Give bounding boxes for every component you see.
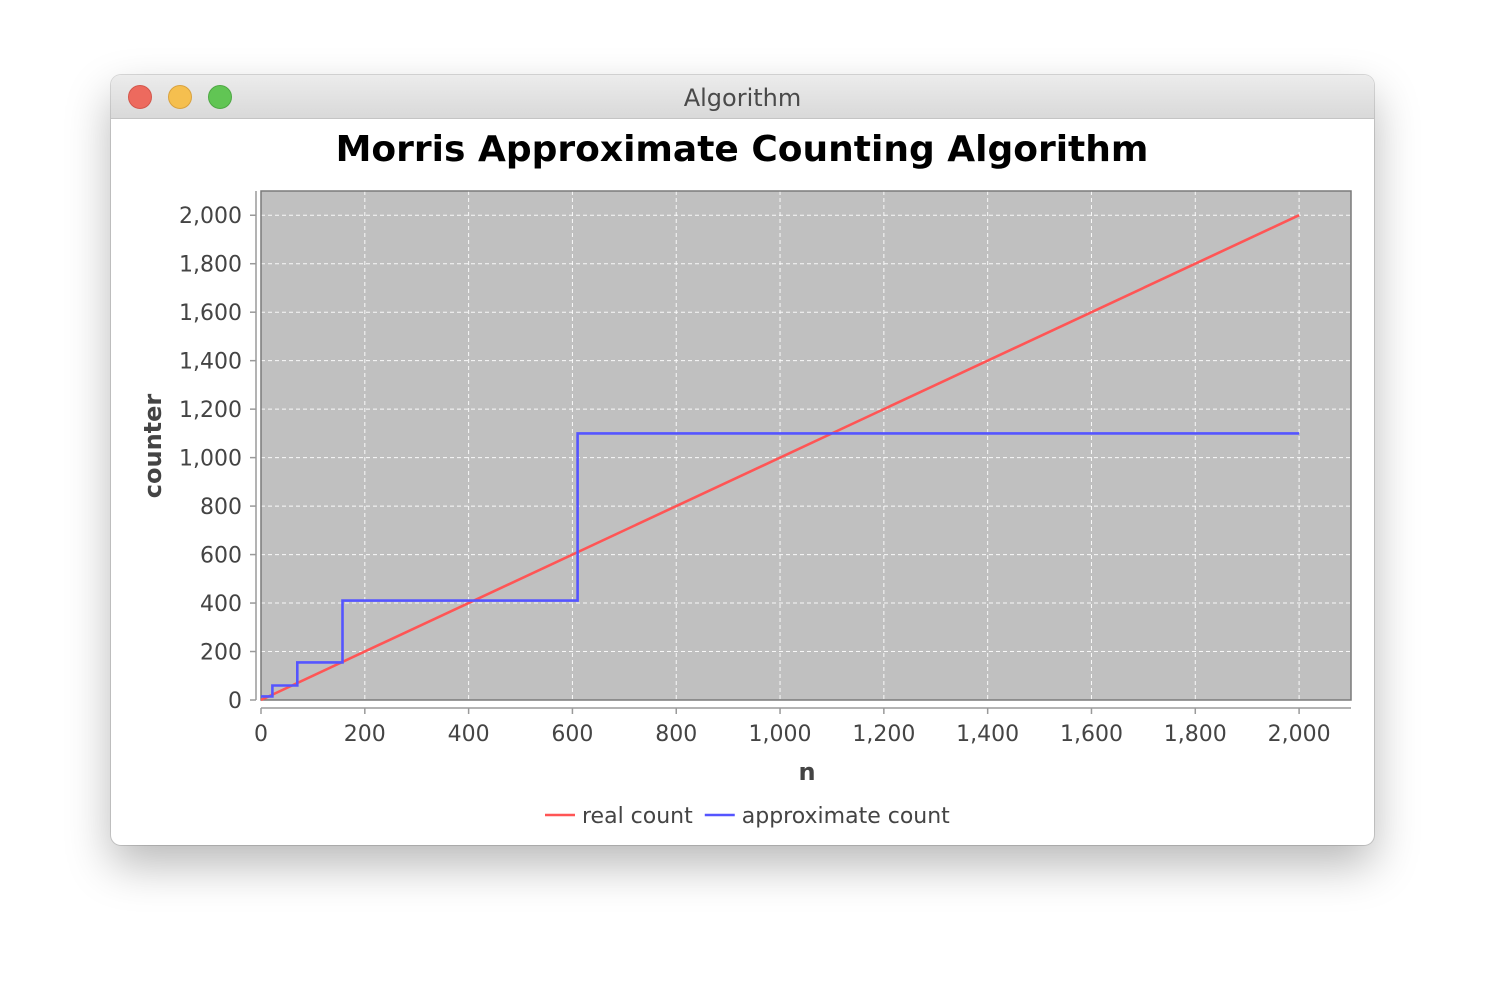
zoom-button[interactable] [208,85,232,109]
y-tick-label: 400 [200,592,242,617]
x-tick-label: 1,800 [1164,722,1227,747]
plot-border [260,190,1352,701]
x-tick-label: 1,000 [749,722,812,747]
legend-label: approximate count [742,804,950,829]
series-line-real-count [260,214,1300,702]
y-axis: 0 200 400 600 800 1,000 1,200 1,400 1,600 1,800 2,… [179,191,257,714]
chart-title: Morris Approximate Counting Algorithm [336,129,1149,170]
x-axis-label: n [798,758,815,786]
y-tick-label: 1,200 [179,398,242,423]
legend-item-approximate-count: approximate count [704,804,950,829]
y-tick-label: 600 [200,544,242,569]
title-bar[interactable]: Algorithm [111,75,1374,119]
y-tick-label: 0 [228,689,242,714]
y-tick-label: 200 [200,641,242,666]
x-tick-label: 1,400 [956,722,1019,747]
y-tick-label: 2,000 [179,204,242,229]
y-tick-label: 1,400 [179,350,242,375]
legend-label: real count [582,804,693,829]
y-axis-label: counter [139,394,167,499]
y-tick-label: 1,600 [179,301,242,326]
minimize-button[interactable] [168,85,192,109]
x-tick-label: 800 [655,722,697,747]
x-tick-label: 600 [551,722,593,747]
close-button[interactable] [128,85,152,109]
x-axis: 0 200 400 600 800 1,000 1,200 1,400 1,600 1,800 2,… [254,707,1351,747]
x-tick-label: 1,200 [852,722,915,747]
legend-item-real-count: real count [545,804,693,829]
series-line-approximate-count [261,432,1300,698]
legend: real count approximate count [545,804,950,829]
window-title: Algorithm [683,84,802,112]
plot-area [260,190,1352,702]
chart: Morris Approximate Counting Algorithm 0 2… [139,129,1352,829]
chart-panel: Morris Approximate Counting Algorithm 0 2… [111,119,1374,845]
x-tick-label: 200 [344,722,386,747]
x-tick-label: 2,000 [1268,722,1331,747]
y-tick-label: 1,800 [179,253,242,278]
x-tick-label: 1,600 [1060,722,1123,747]
y-tick-label: 800 [200,495,242,520]
app-window: Algorithm Morris Approximate Counting Al… [111,75,1374,845]
x-tick-label: 400 [448,722,490,747]
y-tick-label: 1,000 [179,447,242,472]
x-tick-label: 0 [254,722,268,747]
